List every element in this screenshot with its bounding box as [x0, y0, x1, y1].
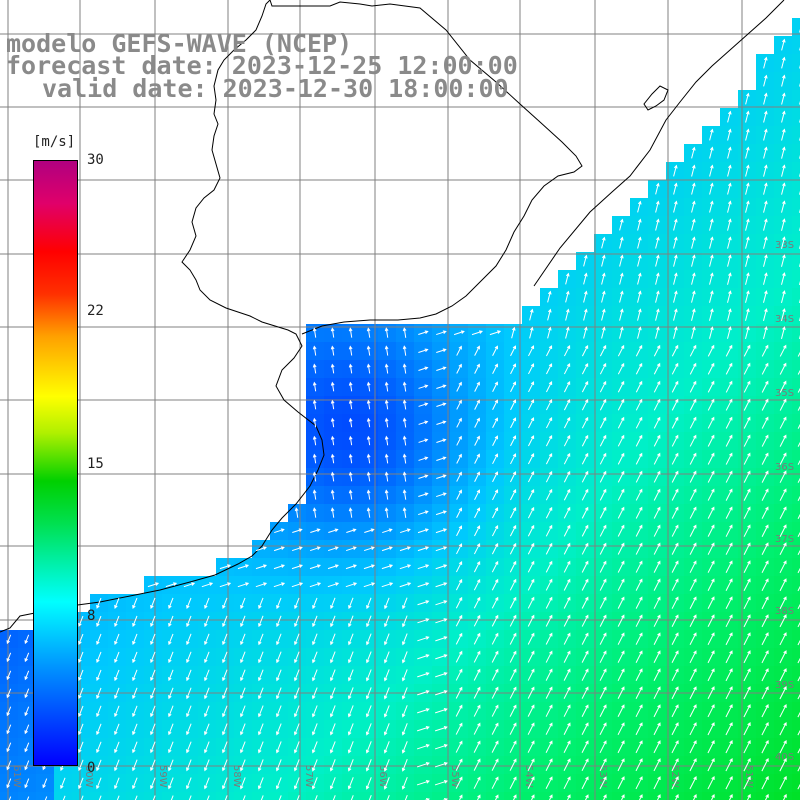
lon-label: 52W	[669, 765, 680, 788]
coastline-northeast	[533, 0, 785, 287]
lat-label: 37S	[775, 534, 794, 545]
lat-label: 34S	[775, 314, 794, 325]
lon-label: 59W	[157, 765, 168, 788]
lon-label: 58W	[231, 765, 242, 788]
valid-date-label: valid date: 2023-12-30 18:00:00	[42, 74, 509, 103]
lat-label: 33S	[775, 240, 794, 251]
lat-label: 39S	[775, 680, 794, 691]
lon-label: 53W	[597, 765, 608, 788]
colorbar-tick-8: 8	[87, 608, 96, 624]
lon-label: 51W	[743, 765, 754, 788]
lat-label: 38S	[775, 606, 794, 617]
lon-label: 56W	[377, 765, 388, 788]
lon-label: 60W	[83, 765, 94, 788]
colorbar-unit: [m/s]	[33, 134, 76, 150]
lagoon-shore	[643, 85, 669, 111]
lon-label: 61W	[11, 765, 22, 788]
coastline-north	[269, 0, 583, 335]
colorbar-tick-0: 0	[87, 760, 96, 776]
colorbar	[33, 160, 78, 766]
lon-label: 57W	[303, 765, 314, 788]
colorbar-tick-22: 22	[87, 303, 104, 319]
lat-label: 36S	[775, 462, 794, 473]
model-title: modelo GEFS-WAVE (NCEP)	[6, 29, 353, 58]
lat-label: 35S	[775, 388, 794, 399]
colorbar-tick-15: 15	[87, 456, 104, 472]
wind-speed-cells	[0, 18, 800, 800]
lat-label: 40S	[775, 752, 794, 763]
coastline	[0, 0, 325, 633]
forecast-date-label: forecast date: 2023-12-25 12:00:00	[6, 51, 518, 80]
colorbar-tick-30: 30	[87, 152, 104, 168]
lon-label: 54W	[523, 765, 534, 788]
lon-label: 55W	[449, 765, 460, 788]
